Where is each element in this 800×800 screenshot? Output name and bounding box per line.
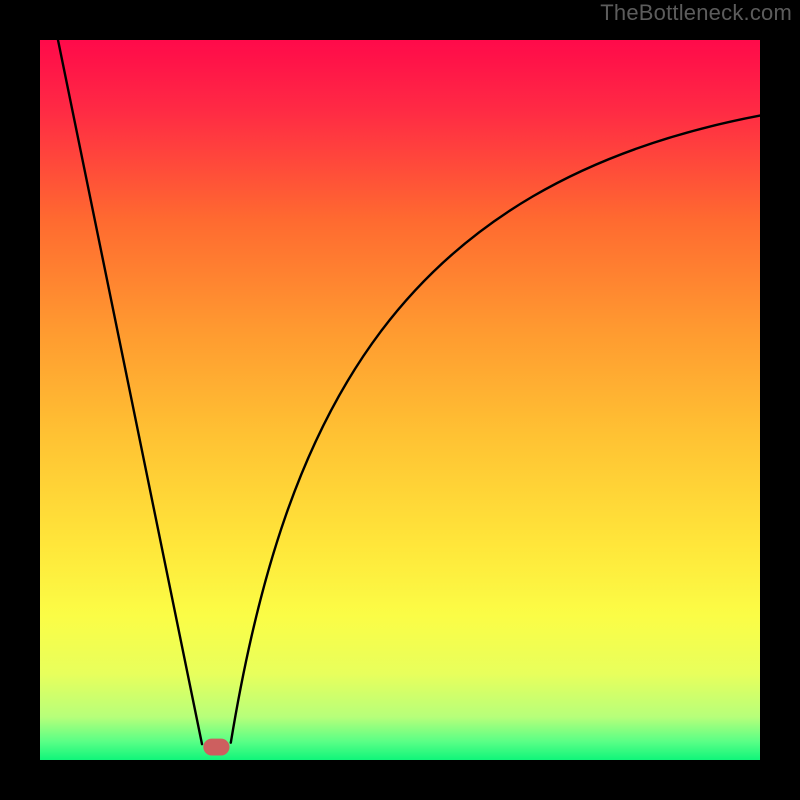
watermark-text: TheBottleneck.com [600,0,792,26]
bottleneck-curve [58,40,760,744]
bottleneck-chart: TheBottleneck.com [0,0,800,800]
minimum-marker [204,739,229,755]
curve-layer [40,40,760,760]
plot-area [40,40,760,760]
